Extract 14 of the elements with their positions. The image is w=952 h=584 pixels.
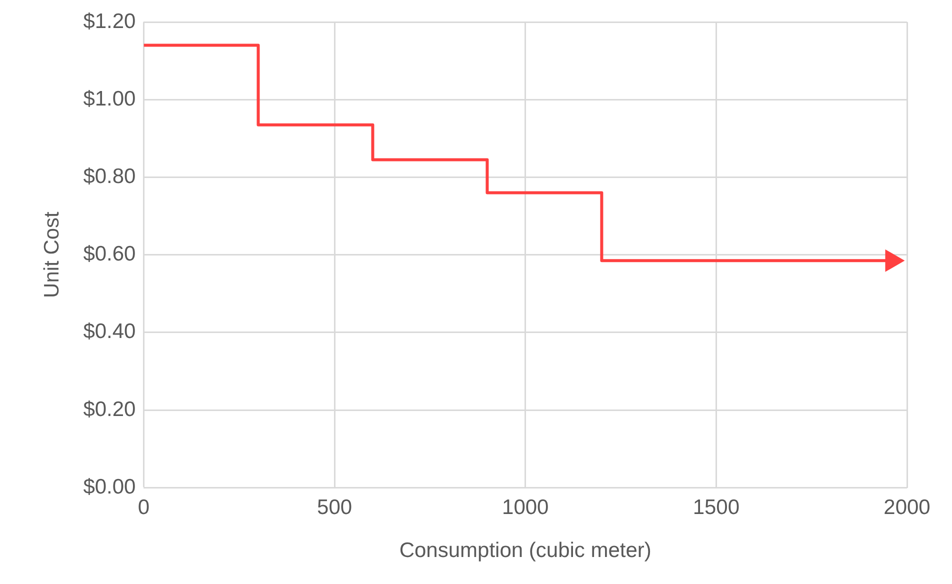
y-tick-label: $0.60 [83,242,136,266]
y-axis-title: Unit Cost [40,211,64,298]
y-tick-label: $1.00 [83,87,136,110]
x-tick-label: 0 [138,496,150,519]
x-tick-label: 500 [317,496,352,519]
y-tick-label: $0.40 [83,320,136,344]
x-axis-title: Consumption (cubic meter) [399,539,652,562]
y-tick-label: $0.20 [83,398,136,421]
x-tick-label: 1500 [692,496,740,519]
y-tick-label: $1.20 [83,10,136,33]
x-tick-label: 2000 [884,496,930,519]
y-tick-label: $0.80 [83,164,136,188]
y-tick-label: $0.00 [83,475,136,498]
x-tick-label: 1000 [502,496,549,519]
